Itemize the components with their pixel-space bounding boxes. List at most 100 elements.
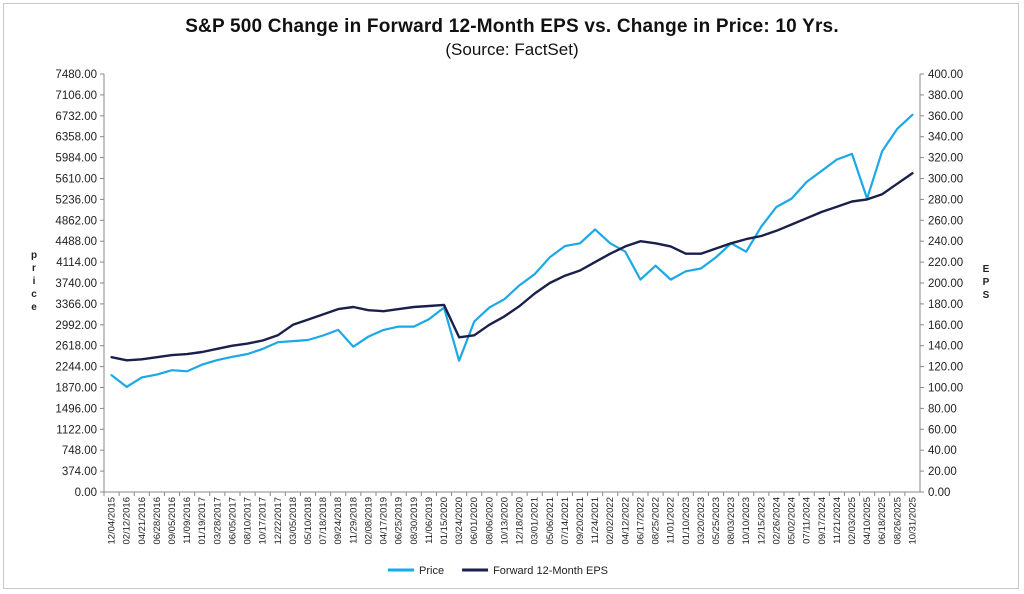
x-tick-label: 12/04/2015 [107, 497, 118, 545]
x-tick-label: 08/26/2025 [892, 497, 903, 545]
x-tick-label: 01/19/2017 [197, 497, 208, 545]
x-tick-label: 11/01/2022 [666, 497, 677, 544]
x-tick-label: 09/24/2018 [333, 497, 344, 545]
right-tick-label: 300.00 [928, 174, 963, 186]
right-tick-label: 280.00 [928, 194, 963, 206]
x-tick-label: 04/17/2019 [379, 497, 390, 545]
x-tick-label: 11/21/2024 [832, 497, 843, 544]
x-tick-label: 08/25/2022 [651, 497, 662, 545]
x-tick-label: 05/25/2023 [711, 497, 722, 545]
right-tick-label: 340.00 [928, 132, 963, 144]
left-tick-label: 4488.00 [55, 236, 97, 248]
x-tick-label: 04/12/2022 [620, 497, 631, 545]
left-tick-label: 1870.00 [55, 383, 97, 395]
x-tick-label: 03/24/2020 [454, 497, 465, 545]
left-tick-label: 1496.00 [55, 403, 97, 415]
right-tick-label: 40.00 [928, 445, 957, 457]
x-tick-label: 02/02/2022 [605, 497, 616, 545]
x-tick-label: 08/03/2023 [726, 497, 737, 545]
right-tick-label: 360.00 [928, 111, 963, 123]
right-tick-label: 60.00 [928, 424, 957, 436]
x-tick-label: 02/26/2024 [771, 497, 782, 545]
right-tick-label: 80.00 [928, 403, 957, 415]
x-tick-label: 06/18/2025 [877, 497, 888, 545]
x-tick-label: 06/28/2016 [152, 497, 163, 545]
x-tick-label: 11/09/2016 [182, 497, 193, 544]
x-tick-label: 06/17/2022 [635, 497, 646, 545]
x-tick-label: 05/02/2024 [787, 497, 798, 545]
right-tick-label: 20.00 [928, 466, 957, 478]
legend-label: Forward 12-Month EPS [493, 565, 608, 577]
x-tick-label: 10/17/2017 [258, 497, 269, 545]
right-tick-label: 100.00 [928, 383, 963, 395]
right-tick-label: 180.00 [928, 299, 963, 311]
x-tick-label: 11/06/2019 [424, 497, 435, 544]
x-tick-label: 03/20/2023 [696, 497, 707, 545]
right-tick-label: 320.00 [928, 153, 963, 165]
x-tick-label: 04/10/2025 [862, 497, 873, 545]
x-tick-label: 05/06/2021 [545, 497, 556, 545]
x-tick-label: 02/03/2025 [847, 497, 858, 545]
x-tick-label: 12/18/2020 [515, 497, 526, 545]
x-tick-label: 03/05/2018 [288, 497, 299, 545]
left-tick-label: 3366.00 [55, 299, 97, 311]
right-tick-label: 120.00 [928, 362, 963, 374]
x-tick-label: 10/31/2025 [907, 497, 918, 545]
right-tick-label: 160.00 [928, 320, 963, 332]
right-tick-label: 220.00 [928, 257, 963, 269]
x-tick-label: 11/29/2018 [348, 497, 359, 544]
x-tick-label: 06/01/2020 [469, 497, 480, 545]
x-tick-label: 11/24/2021 [590, 497, 601, 544]
x-tick-label: 10/13/2020 [499, 497, 510, 545]
right-tick-label: 140.00 [928, 341, 963, 353]
left-tick-label: 5984.00 [55, 153, 97, 165]
right-tick-label: 200.00 [928, 278, 963, 290]
x-tick-label: 09/17/2024 [817, 497, 828, 545]
x-tick-label: 08/06/2020 [484, 497, 495, 545]
chart-title: S&P 500 Change in Forward 12-Month EPS v… [185, 16, 839, 37]
left-tick-label: 2618.00 [55, 341, 97, 353]
left-tick-label: 1122.00 [56, 424, 97, 436]
left-tick-label: 5236.00 [55, 194, 97, 206]
left-tick-label: 0.00 [75, 487, 97, 499]
x-tick-label: 07/11/2024 [802, 497, 813, 544]
right-tick-label: 240.00 [928, 236, 963, 248]
left-tick-label: 6732.00 [55, 111, 97, 123]
x-tick-label: 12/15/2023 [756, 497, 767, 545]
right-tick-label: 260.00 [928, 215, 963, 227]
x-tick-label: 01/15/2020 [439, 497, 450, 545]
left-tick-label: 4862.00 [55, 215, 97, 227]
x-tick-label: 07/18/2018 [318, 497, 329, 545]
x-tick-label: 09/05/2016 [167, 497, 178, 545]
x-tick-label: 04/21/2016 [137, 497, 148, 545]
left-tick-label: 5610.00 [55, 174, 97, 186]
series-line-forward-12-month-eps [110, 172, 914, 362]
x-tick-label: 05/10/2018 [303, 497, 314, 545]
left-tick-label: 2244.00 [55, 362, 97, 374]
x-tick-label: 02/12/2016 [122, 497, 133, 545]
left-tick-label: 3740.00 [55, 278, 97, 290]
x-tick-label: 02/08/2019 [363, 497, 374, 545]
x-tick-label: 10/10/2023 [741, 497, 752, 545]
right-tick-label: 380.00 [928, 90, 963, 102]
left-tick-label: 374.00 [62, 466, 97, 478]
chart-subtitle: (Source: FactSet) [445, 40, 579, 59]
x-tick-label: 08/30/2019 [409, 497, 420, 545]
x-tick-label: 03/01/2021 [530, 497, 541, 545]
left-tick-label: 7480.00 [55, 69, 97, 81]
left-tick-label: 6358.00 [55, 132, 97, 144]
x-tick-label: 07/14/2021 [560, 497, 571, 545]
x-tick-label: 09/20/2021 [575, 497, 586, 545]
left-tick-label: 7106.00 [55, 90, 97, 102]
x-tick-label: 06/25/2019 [394, 497, 405, 545]
legend-label: Price [419, 565, 444, 577]
x-tick-label: 12/22/2017 [273, 497, 284, 545]
right-tick-label: 0.00 [928, 487, 950, 499]
x-tick-label: 03/28/2017 [212, 497, 223, 545]
left-tick-label: 748.00 [62, 445, 97, 457]
series-line-price [110, 113, 914, 388]
left-tick-label: 2992.00 [55, 320, 97, 332]
